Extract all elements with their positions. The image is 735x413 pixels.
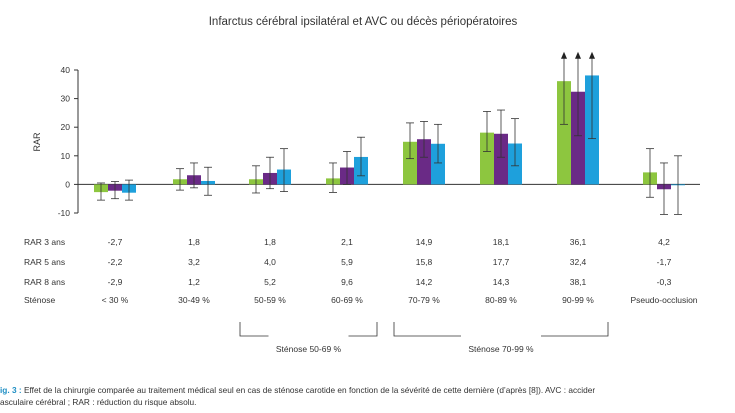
table-cell: 38,1: [570, 277, 587, 287]
arrow-up-icon: [575, 51, 581, 59]
bars: [94, 75, 685, 193]
bar: [417, 139, 431, 185]
bar: [571, 91, 585, 185]
table-cell: 1,8: [264, 237, 276, 247]
table-cell: -2,2: [108, 257, 123, 267]
y-tick-label: 30: [61, 94, 71, 104]
table-cell: -1,7: [657, 257, 672, 267]
y-tick-label: 0: [65, 179, 70, 189]
group-bracket: [393, 322, 609, 337]
table-cell: 9,6: [341, 277, 353, 287]
table-cell: 14,3: [493, 277, 510, 287]
table-cell: 1,8: [188, 237, 200, 247]
arrow-up-icon: [589, 51, 595, 59]
bar: [494, 133, 508, 185]
table-cell: 5,9: [341, 257, 353, 267]
bar: [480, 132, 494, 185]
data-table: RAR 3 ans -2,7 1,8 1,8 2,1 14,9 18,1 36,1 4,2 RAR…: [24, 237, 698, 305]
table-cell: 18,1: [493, 237, 510, 247]
arrow-up-icon: [561, 51, 567, 59]
table-cell: -0,3: [657, 277, 672, 287]
y-tick-label: 40: [61, 65, 71, 75]
row-label: RAR 8 ans: [24, 277, 65, 287]
table-cell: -2,9: [108, 277, 123, 287]
table-cell: 15,8: [416, 257, 433, 267]
y-ticks: -10 0 10 20 30 40: [58, 65, 78, 218]
bar: [557, 81, 571, 185]
row-label: RAR 5 ans: [24, 257, 65, 267]
group-label: Sténose 70-99 %: [468, 344, 534, 354]
table-cell: 32,4: [570, 257, 587, 267]
category-label: < 30 %: [102, 295, 129, 305]
y-axis-label: RAR: [32, 132, 42, 152]
group-label: Sténose 50-69 %: [276, 344, 342, 354]
chart-title: Infarctus cérébral ipsilatéral et AVC ou…: [209, 16, 518, 28]
bar: [403, 141, 417, 185]
table-cell: 14,2: [416, 277, 433, 287]
row-label: RAR 3 ans: [24, 237, 65, 247]
group-brackets: Sténose 50-69 % Sténose 70-99 %: [239, 322, 609, 354]
table-cell: 14,9: [416, 237, 433, 247]
caption-label: ig. 3 :: [0, 385, 22, 395]
caption-line1: Effet de la chirurgie comparée au traite…: [21, 385, 596, 395]
category-label: 70-79 %: [408, 295, 440, 305]
table-cell: 17,7: [493, 257, 510, 267]
bar: [431, 143, 445, 185]
table-cell: 5,2: [264, 277, 276, 287]
y-tick-label: -10: [58, 208, 71, 218]
category-label: 30-49 %: [178, 295, 210, 305]
y-tick-label: 20: [61, 122, 71, 132]
table-cell: 1,2: [188, 277, 200, 287]
table-cell: 4,2: [658, 237, 670, 247]
category-label: 50-59 %: [254, 295, 286, 305]
table-cell: -2,7: [108, 237, 123, 247]
y-tick-label: 10: [61, 151, 71, 161]
group-bracket: [239, 322, 378, 337]
caption-line2: asculaire cérébral ; RAR : réduction du …: [0, 396, 197, 407]
table-cell: 3,2: [188, 257, 200, 267]
category-label: Pseudo-occlusion: [630, 295, 697, 305]
table-cell: 4,0: [264, 257, 276, 267]
table-cell: 36,1: [570, 237, 587, 247]
chart: Infarctus cérébral ipsilatéral et AVC ou…: [24, 16, 700, 354]
figure-caption: ig. 3 : Effet de la chirurgie comparée a…: [0, 385, 735, 408]
row-label-stenose: Sténose: [24, 295, 55, 305]
category-label: 90-99 %: [562, 295, 594, 305]
table-cell: 2,1: [341, 237, 353, 247]
error-bars: [97, 51, 682, 215]
category-label: 60-69 %: [331, 295, 363, 305]
category-label: 80-89 %: [485, 295, 517, 305]
